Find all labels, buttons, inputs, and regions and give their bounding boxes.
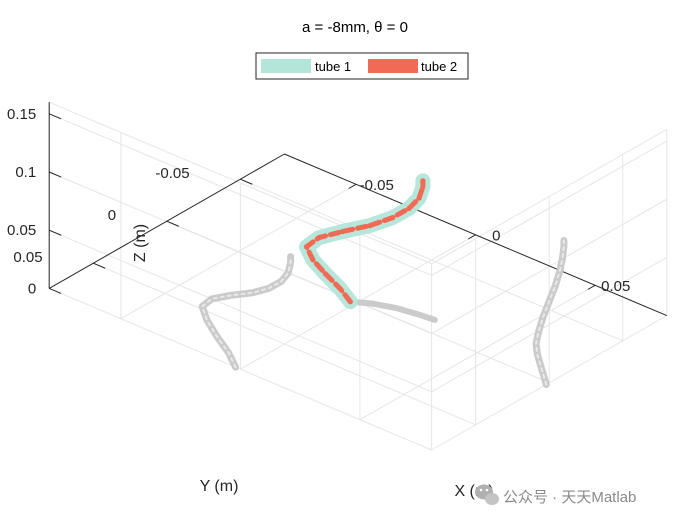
projection-shadows	[198, 237, 568, 388]
legend-swatch-tube-1	[261, 59, 311, 73]
series-tube-2-point	[420, 184, 426, 190]
tick-labels: -0.05 0 0.05 -0.05 0 0.05 0 0.05 0.1 0.15	[7, 106, 630, 298]
projection-yz-wall-core	[535, 239, 565, 386]
chart-title: a = -8mm, θ = 0	[302, 19, 408, 36]
wechat-icon	[475, 484, 499, 505]
x-tick-label: 0	[492, 228, 500, 245]
y-axis-label: Y (m)	[200, 478, 239, 495]
z-tick-label: 0.05	[7, 222, 36, 239]
x-tick-mark	[587, 284, 596, 290]
z-tick-mark	[49, 229, 62, 236]
series-layer	[299, 173, 431, 310]
series-tube-2-point	[406, 205, 412, 212]
z-axis-label: Z (m)	[132, 224, 149, 262]
grid-lines	[48, 101, 668, 451]
x-tick-label: -0.05	[360, 177, 394, 194]
series-tube-2-point	[390, 215, 396, 221]
grid-line-floor-y	[240, 178, 623, 342]
series-tube-2-point	[303, 244, 310, 250]
series-tube-2-point	[316, 235, 322, 241]
series-tube-2-point	[337, 286, 343, 292]
y-tick-label: 0	[108, 207, 116, 224]
x-tick-mark	[468, 234, 476, 240]
z-tick-label: 0.15	[7, 106, 36, 123]
projection-xz-wall-core	[201, 255, 292, 369]
grid-line-wall-xz	[49, 171, 432, 335]
legend-swatch-tube-2	[368, 59, 418, 73]
y-tick-mark	[166, 220, 179, 227]
legend-label-tube-2: tube 2	[421, 59, 457, 74]
series-tube-2-point	[340, 228, 346, 235]
series-tube-2-point	[310, 257, 316, 263]
box-edge	[49, 101, 432, 265]
series-tube-2-point	[322, 271, 328, 277]
z-tick-mark	[49, 113, 62, 120]
watermark: 公众号 · 天天Matlab	[475, 484, 636, 506]
x-tick-mark	[348, 183, 357, 189]
watermark-text: 公众号 · 天天Matlab	[503, 489, 636, 506]
z-tick-mark	[49, 287, 62, 294]
z-tick-label: 0.1	[15, 164, 36, 181]
x-tick-label: 0.05	[601, 278, 630, 295]
y-tick-label: 0.05	[13, 249, 42, 266]
series-tube-1-line	[299, 173, 431, 310]
grid-line-wall-xz	[49, 229, 432, 393]
grid-line-wall-xz	[49, 287, 432, 451]
z-tick-mark	[49, 171, 62, 178]
y-tick-mark	[93, 262, 106, 269]
y-tick-mark	[240, 178, 253, 185]
axes-lines	[48, 102, 667, 317]
y-tick-label: -0.05	[155, 165, 189, 182]
series-tube-2-point	[367, 223, 373, 229]
legend-label-tube-1: tube 1	[315, 59, 351, 74]
series-tube-2-point	[416, 195, 422, 201]
grid-line-floor-y	[93, 262, 476, 426]
grid-line-wall-xz	[49, 113, 432, 276]
projection-floor	[347, 298, 438, 323]
series-tube-2-point	[347, 299, 353, 305]
z-tick-label: 0	[28, 280, 36, 297]
series-tube-2-point	[420, 178, 426, 184]
box-edge	[431, 128, 668, 265]
grid-line-wall-yz	[431, 140, 668, 276]
grid-line-wall-yz	[431, 256, 668, 393]
legend[interactable]: tube 1 tube 2	[255, 52, 469, 80]
projection-xz-wall	[198, 253, 295, 371]
